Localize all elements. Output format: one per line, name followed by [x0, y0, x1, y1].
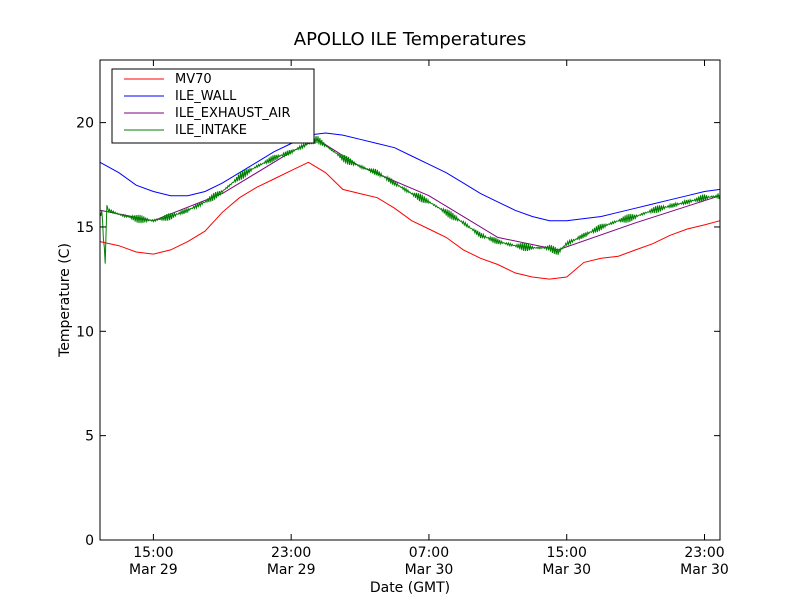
x-tick-label-time: 23:00 — [684, 545, 724, 561]
x-tick-label-time: 23:00 — [271, 545, 311, 561]
x-tick-label-date: Mar 29 — [129, 562, 178, 578]
y-axis-label: Temperature (C) — [57, 243, 73, 358]
x-tick-label-time: 07:00 — [409, 545, 449, 561]
legend-label: ILE_INTAKE — [175, 123, 247, 138]
y-tick-label: 20 — [76, 116, 94, 132]
legend-label: MV70 — [175, 72, 212, 87]
plot-frame — [99, 59, 721, 541]
x-tick-label-time: 15:00 — [547, 545, 587, 561]
legend-frame — [111, 68, 315, 144]
x-axis-label: Date (GMT) — [370, 580, 450, 596]
y-tick-label: 10 — [76, 324, 94, 340]
y-tick-label: 5 — [85, 429, 94, 445]
x-tick-label-date: Mar 30 — [680, 562, 729, 578]
chart-title: APOLLO ILE Temperatures — [294, 29, 526, 50]
legend-label: ILE_WALL — [175, 89, 237, 104]
x-tick-label-date: Mar 30 — [542, 562, 591, 578]
legend: MV70 ILE_WALL ILE_EXHAUST_AIR ILE_INTAKE — [111, 68, 315, 144]
y-tick-label: 0 — [85, 533, 94, 549]
x-tick-label-date: Mar 29 — [267, 562, 316, 578]
series-layer — [99, 132, 721, 280]
series-line-ile-wall — [99, 132, 721, 222]
series-line-mv70 — [99, 161, 721, 280]
x-tick-label-date: Mar 30 — [405, 562, 454, 578]
series-line-ile-intake — [99, 135, 721, 264]
y-tick-label: 15 — [76, 220, 94, 236]
legend-label: ILE_EXHAUST_AIR — [175, 106, 291, 121]
x-tick-label-time: 15:00 — [133, 545, 173, 561]
